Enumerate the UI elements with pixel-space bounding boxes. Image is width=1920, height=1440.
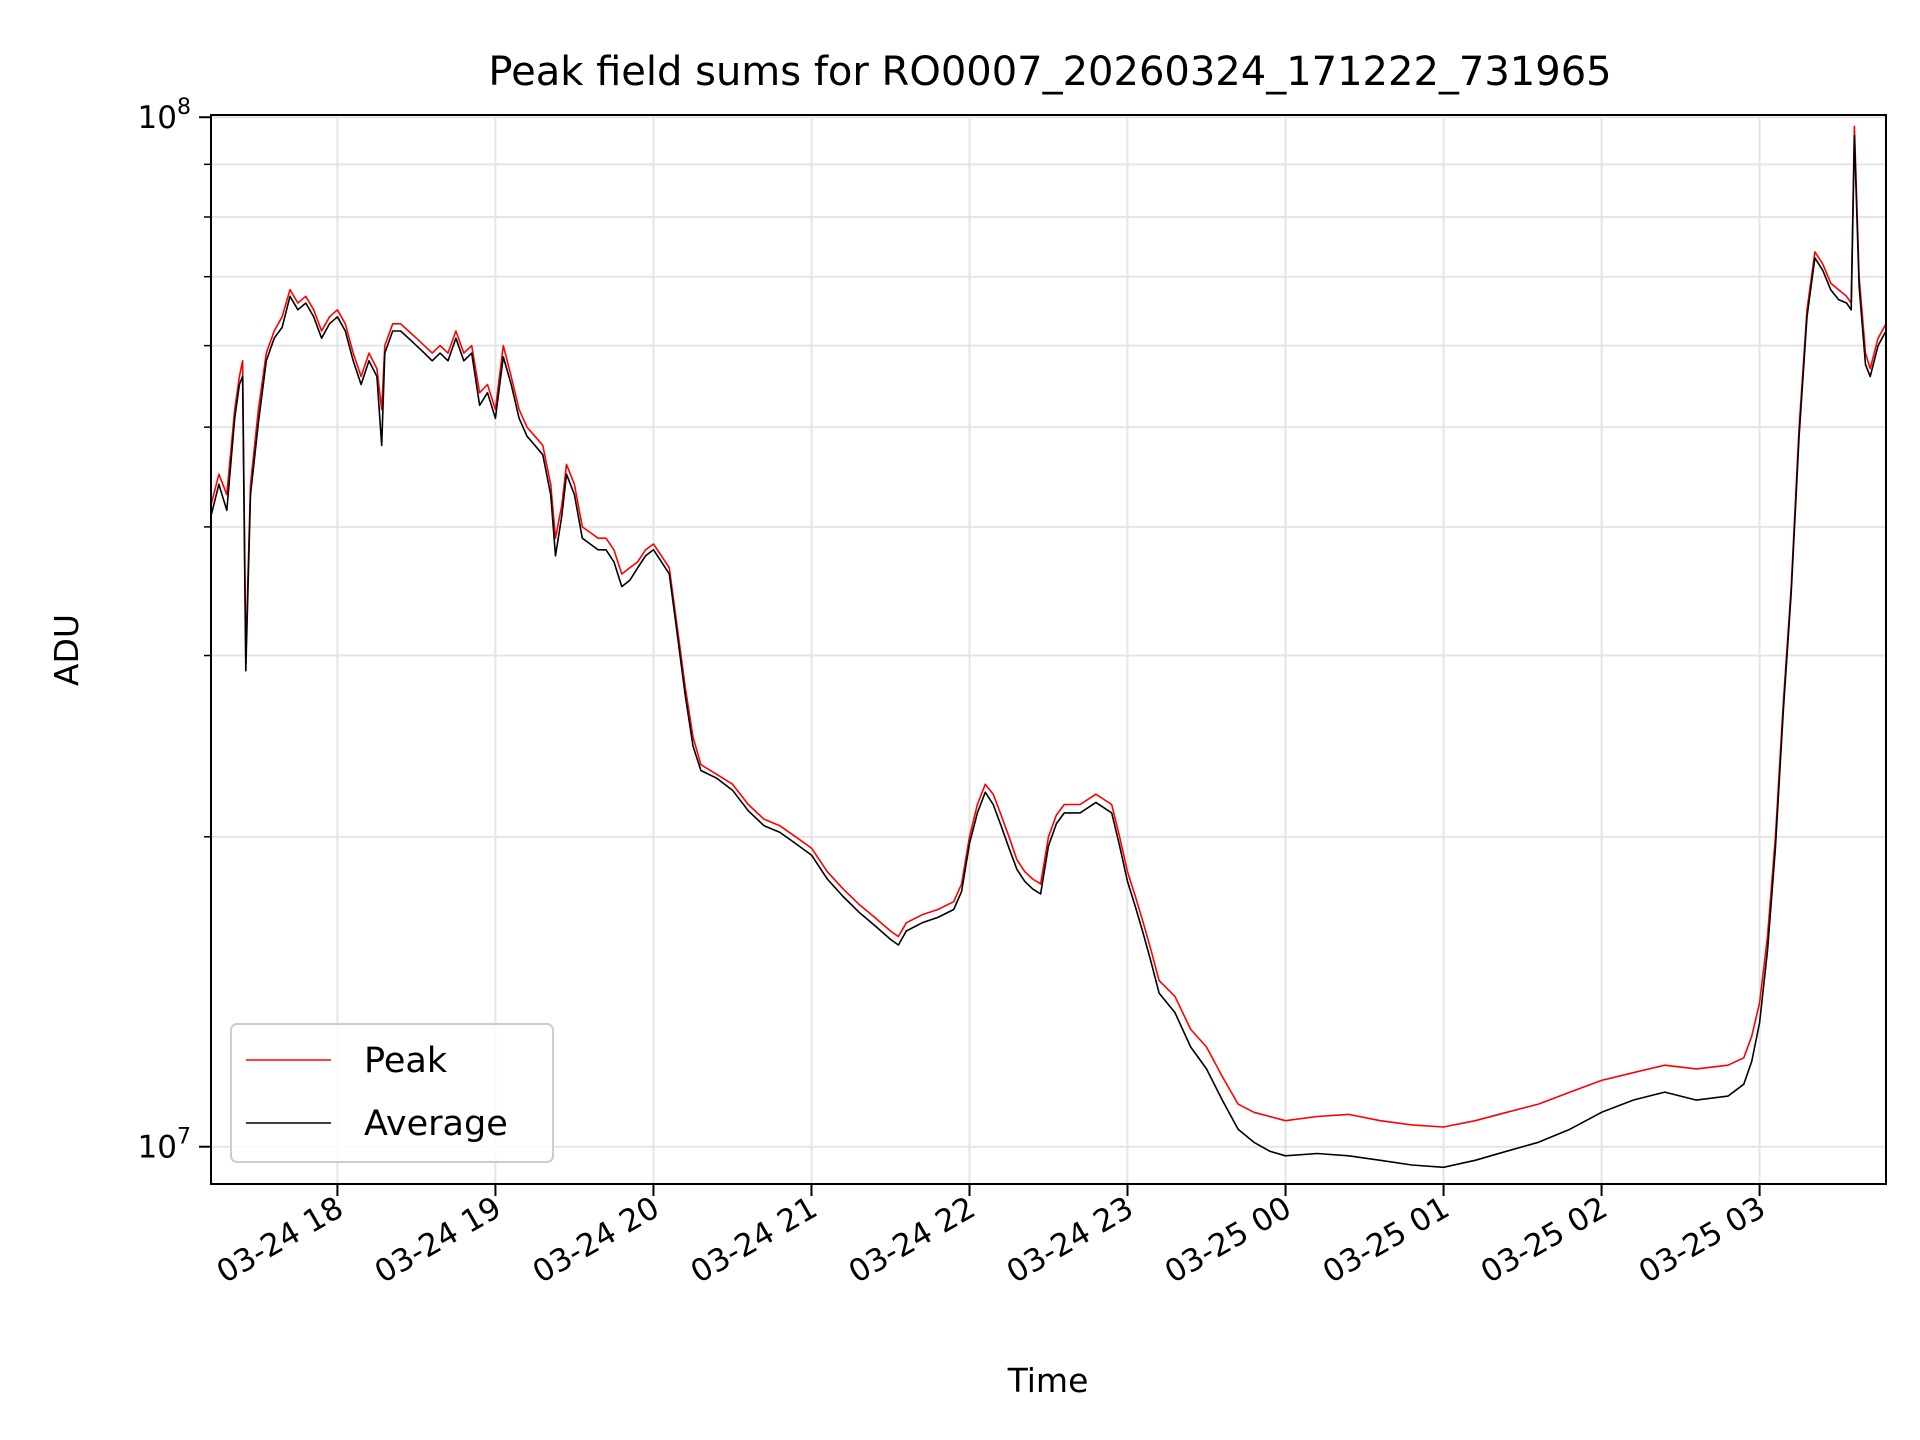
- chart-title: Peak field sums for RO0007_20260324_1712…: [488, 49, 1611, 95]
- y-axis-ticks: 107 108: [138, 95, 211, 1166]
- plot-area: 03-24 18 03-24 19 03-24 20 03-24 21 03-24 22…: [138, 95, 1887, 1291]
- y-tick-label: 107: [138, 1125, 191, 1166]
- legend: Peak Average: [230, 1023, 554, 1163]
- legend-label-average: Average: [364, 1104, 508, 1144]
- series-line-average: [210, 134, 1887, 1169]
- y-axis-label: ADU: [47, 614, 86, 686]
- y-tick-label: 108: [138, 95, 191, 136]
- legend-box: [230, 1023, 554, 1163]
- plot-frame: [210, 114, 1887, 1185]
- plot-background: [211, 115, 1886, 1184]
- grid-lines: [211, 115, 1886, 1184]
- series-layer: [210, 125, 1887, 1169]
- x-axis-label: Time: [1007, 1361, 1089, 1400]
- legend-label-peak: Peak: [364, 1041, 448, 1081]
